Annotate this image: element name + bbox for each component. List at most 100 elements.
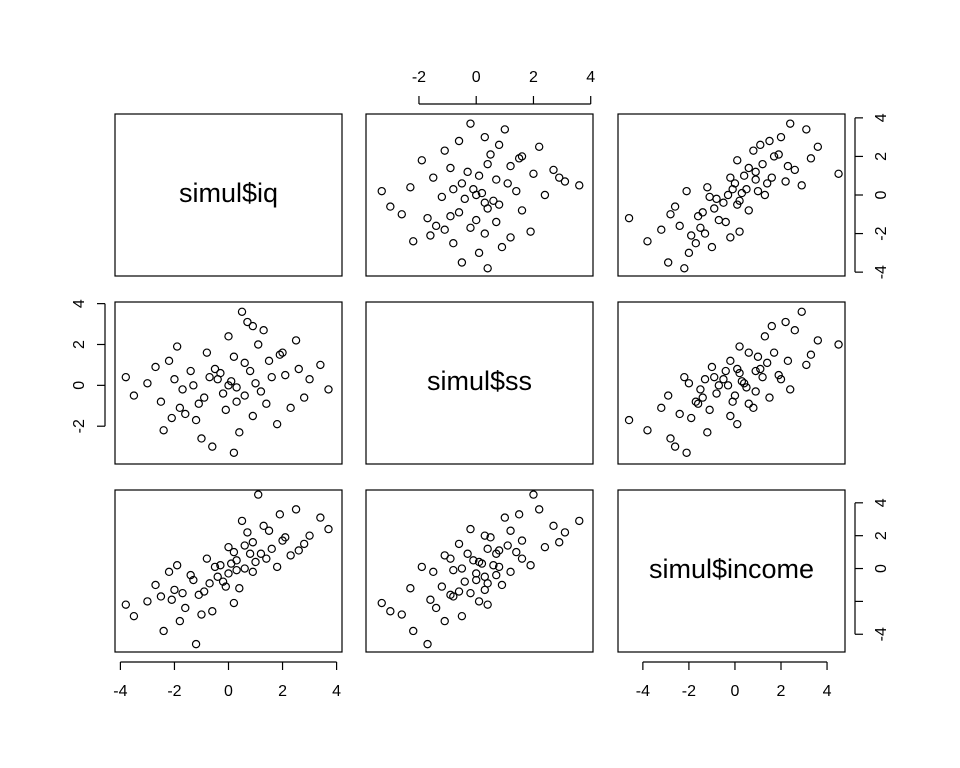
point — [449, 239, 458, 248]
point — [560, 177, 570, 186]
point — [208, 607, 217, 616]
point — [762, 179, 772, 188]
tick-label: 2 — [873, 531, 890, 540]
point — [643, 426, 652, 435]
tick-label: -2 — [167, 683, 181, 700]
point — [437, 582, 447, 591]
point — [191, 415, 201, 425]
point — [737, 188, 747, 198]
point — [483, 159, 492, 169]
tick-label: 0 — [873, 190, 890, 199]
point — [406, 584, 415, 593]
point — [299, 393, 309, 402]
point — [409, 626, 418, 636]
point — [744, 206, 753, 215]
point — [224, 542, 233, 552]
panel-frame — [114, 489, 343, 653]
point — [760, 332, 770, 341]
point — [466, 119, 475, 128]
point — [500, 125, 510, 134]
point — [229, 448, 239, 457]
point — [202, 554, 212, 563]
point — [712, 194, 721, 204]
tick-label: -4 — [113, 683, 127, 700]
point — [316, 513, 325, 522]
point — [281, 370, 290, 380]
tick-label: 2 — [71, 340, 88, 349]
point — [189, 381, 198, 390]
point — [151, 362, 160, 372]
point — [494, 140, 504, 150]
point — [218, 389, 228, 398]
point — [240, 391, 249, 400]
point — [657, 403, 666, 413]
point — [480, 229, 489, 238]
point — [224, 332, 233, 341]
diagonal-label: simul$iq — [179, 178, 278, 208]
point — [733, 156, 742, 165]
tick-label: 4 — [823, 683, 832, 700]
point — [477, 188, 487, 198]
point — [121, 600, 131, 609]
point — [460, 194, 469, 204]
point — [751, 366, 760, 376]
point — [454, 208, 464, 217]
point — [735, 227, 744, 236]
point — [167, 413, 176, 423]
panel-frame — [114, 113, 343, 277]
point — [486, 533, 495, 542]
point — [449, 565, 458, 575]
point — [758, 372, 767, 382]
point — [744, 163, 753, 173]
point — [409, 237, 418, 246]
point — [172, 561, 182, 570]
point — [474, 248, 484, 258]
point — [492, 570, 501, 580]
point — [232, 556, 241, 565]
point — [272, 419, 282, 429]
point — [423, 213, 432, 223]
panel-frame — [365, 301, 594, 465]
point — [506, 161, 515, 171]
point — [765, 136, 774, 146]
point — [205, 372, 214, 382]
point — [624, 213, 634, 223]
point — [251, 557, 260, 567]
point — [121, 372, 131, 382]
point — [483, 579, 492, 588]
point — [463, 549, 472, 558]
point — [272, 562, 282, 572]
point — [517, 206, 527, 215]
point — [472, 215, 481, 225]
point — [254, 340, 263, 349]
point — [540, 190, 550, 200]
tick-label: 2 — [873, 152, 890, 161]
tick-label: 4 — [873, 498, 890, 507]
tick-label: 2 — [278, 683, 287, 700]
point — [172, 342, 182, 351]
point — [802, 360, 811, 370]
point — [691, 239, 701, 248]
point — [698, 393, 707, 402]
point — [700, 375, 710, 384]
point — [790, 325, 800, 335]
point — [691, 397, 701, 406]
point — [431, 221, 441, 231]
point — [159, 626, 168, 636]
point — [229, 352, 239, 361]
point — [426, 595, 435, 604]
point — [555, 538, 564, 547]
tick-label: -4 — [636, 683, 650, 700]
point — [449, 592, 458, 601]
point — [774, 150, 783, 159]
tick-label: 0 — [71, 381, 88, 390]
tick-label: 0 — [472, 69, 481, 86]
point — [749, 146, 758, 155]
point — [175, 616, 185, 626]
point — [710, 204, 719, 213]
point — [278, 348, 287, 357]
point — [707, 242, 717, 252]
point — [216, 561, 225, 570]
point — [474, 597, 484, 606]
point — [377, 598, 386, 608]
